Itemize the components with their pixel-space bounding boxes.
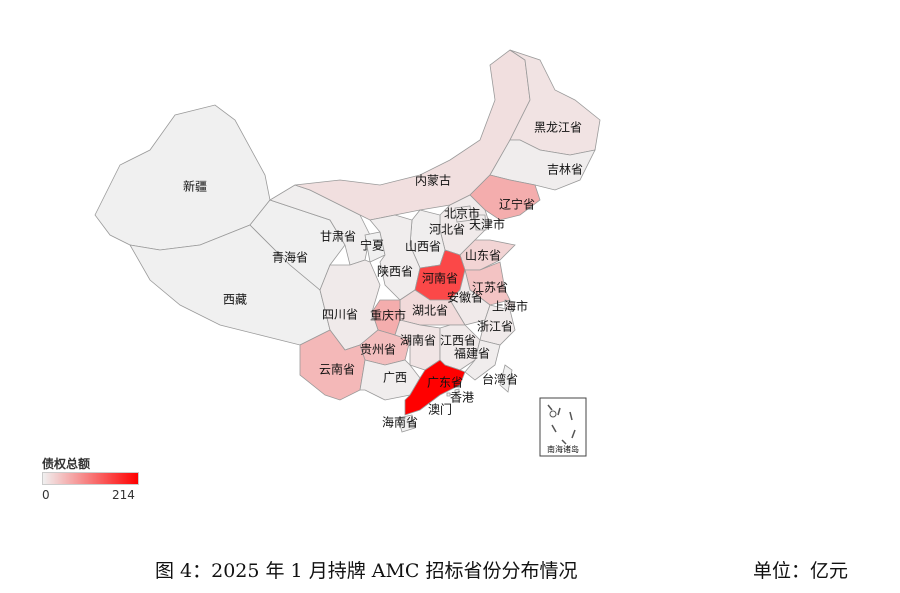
province-label: 内蒙古: [415, 173, 451, 188]
province-label: 广西: [383, 371, 407, 385]
province-label: 辽宁省: [499, 197, 535, 212]
province-region: [504, 299, 516, 311]
south-china-sea-inset: 南海诸岛: [539, 397, 587, 457]
province-label: 香港: [450, 391, 474, 405]
province-label: 贵州省: [360, 343, 396, 357]
province-label: 广东省: [427, 376, 463, 390]
province-label: 上海市: [492, 299, 528, 314]
province-region: [446, 392, 451, 397]
province-region: [454, 205, 473, 223]
province-label: 宁夏: [360, 238, 384, 253]
province-label: 新疆: [183, 179, 207, 194]
legend-min: 0: [42, 488, 50, 502]
figure-caption: 图 4：2025 年 1 月持牌 AMC 招标省份分布情况: [155, 560, 578, 582]
province-label: 青海省: [272, 250, 308, 265]
province-region: [397, 414, 416, 433]
legend-title: 债权总额: [42, 457, 91, 471]
province-label: 甘肃省: [320, 230, 356, 244]
province-label: 山西省: [405, 240, 441, 254]
province-region: [474, 214, 487, 231]
province-region: [499, 364, 513, 393]
inset-label: 南海诸岛: [547, 444, 579, 454]
province-label: 吉林省: [547, 163, 583, 177]
province-label: 云南省: [319, 362, 355, 377]
province-label: 四川省: [322, 308, 358, 322]
unit-label: 单位：亿元: [753, 560, 849, 582]
province-label: 西藏: [223, 293, 247, 307]
province-label: 黑龙江省: [534, 121, 582, 135]
province-label: 台湾省: [482, 372, 518, 387]
province-label: 福建省: [454, 346, 490, 361]
province-label: 湖北省: [412, 303, 448, 318]
province-region: [404, 359, 466, 416]
province-label: 陕西省: [377, 264, 413, 279]
province-label: 海南省: [382, 415, 418, 430]
legend-color-bar: [42, 472, 139, 485]
province-label: 天津市: [469, 217, 505, 232]
province-label: 浙江省: [477, 320, 513, 334]
province-label: 北京市: [444, 206, 480, 221]
province-label: 湖南省: [400, 333, 436, 348]
province-region: [369, 214, 421, 301]
province-label: 安徽省: [447, 290, 483, 305]
province-label: 河南省: [422, 271, 458, 286]
province-label: 澳门: [428, 402, 452, 417]
province-label: 江西省: [440, 334, 476, 348]
province-label: 重庆市: [370, 308, 406, 323]
legend-max: 214: [112, 488, 135, 502]
province-label: 河北省: [429, 223, 465, 237]
province-label: 山东省: [465, 249, 501, 263]
province-region: [454, 388, 460, 394]
province-label: 江苏省: [472, 281, 508, 295]
